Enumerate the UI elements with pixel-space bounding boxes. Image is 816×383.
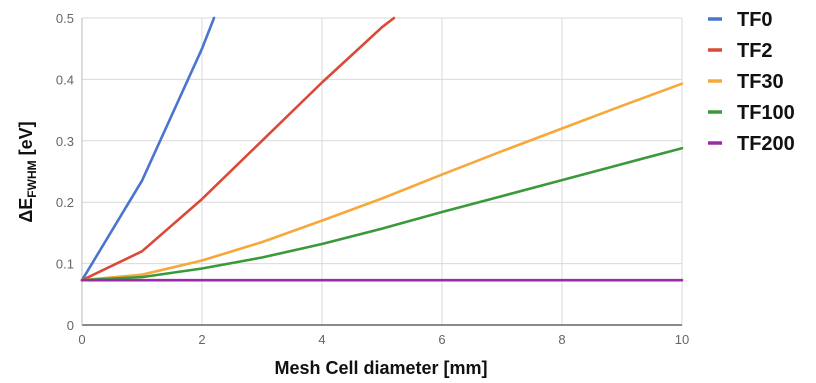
x-tick-label: 4 <box>318 332 325 347</box>
series-line-tf30 <box>80 82 684 282</box>
y-tick-label: 0.5 <box>56 11 74 26</box>
tick-labels: 0 2 4 6 8 10 0 0.1 0.2 0.3 0.4 0.5 <box>56 11 689 347</box>
y-tick-label: 0.3 <box>56 134 74 149</box>
legend-label-tf0: TF0 <box>737 9 773 31</box>
y-tick-label: 0.2 <box>56 195 74 210</box>
legend-label-tf100: TF100 <box>737 102 795 124</box>
legend-label-tf200: TF200 <box>737 133 795 155</box>
axes <box>81 18 682 326</box>
x-tick-label: 10 <box>675 332 689 347</box>
x-tick-label: 8 <box>558 332 565 347</box>
legend-label-tf2: TF2 <box>737 40 773 62</box>
series-line-tf0 <box>80 16 216 282</box>
series-line-tf2 <box>80 16 396 282</box>
series-lines <box>80 16 684 282</box>
y-axis-title-unit: [eV] <box>16 121 36 160</box>
y-axis-title-subscript: FWHM <box>25 160 39 197</box>
x-tick-label: 6 <box>438 332 445 347</box>
x-axis-title: Mesh Cell diameter [mm] <box>274 358 487 378</box>
y-tick-label: 0 <box>67 318 74 333</box>
y-tick-label: 0.1 <box>56 257 74 272</box>
x-tick-label: 2 <box>198 332 205 347</box>
y-axis-title: ΔEFWHM [eV] <box>16 121 39 222</box>
series-line-tf100 <box>80 146 684 282</box>
x-tick-label: 0 <box>78 332 85 347</box>
legend-label-tf30: TF30 <box>737 71 784 93</box>
y-tick-label: 0.4 <box>56 72 74 87</box>
legend: TF0 TF2 TF30 TF100 TF200 <box>708 9 795 155</box>
y-axis-title-main: ΔE <box>16 198 36 223</box>
